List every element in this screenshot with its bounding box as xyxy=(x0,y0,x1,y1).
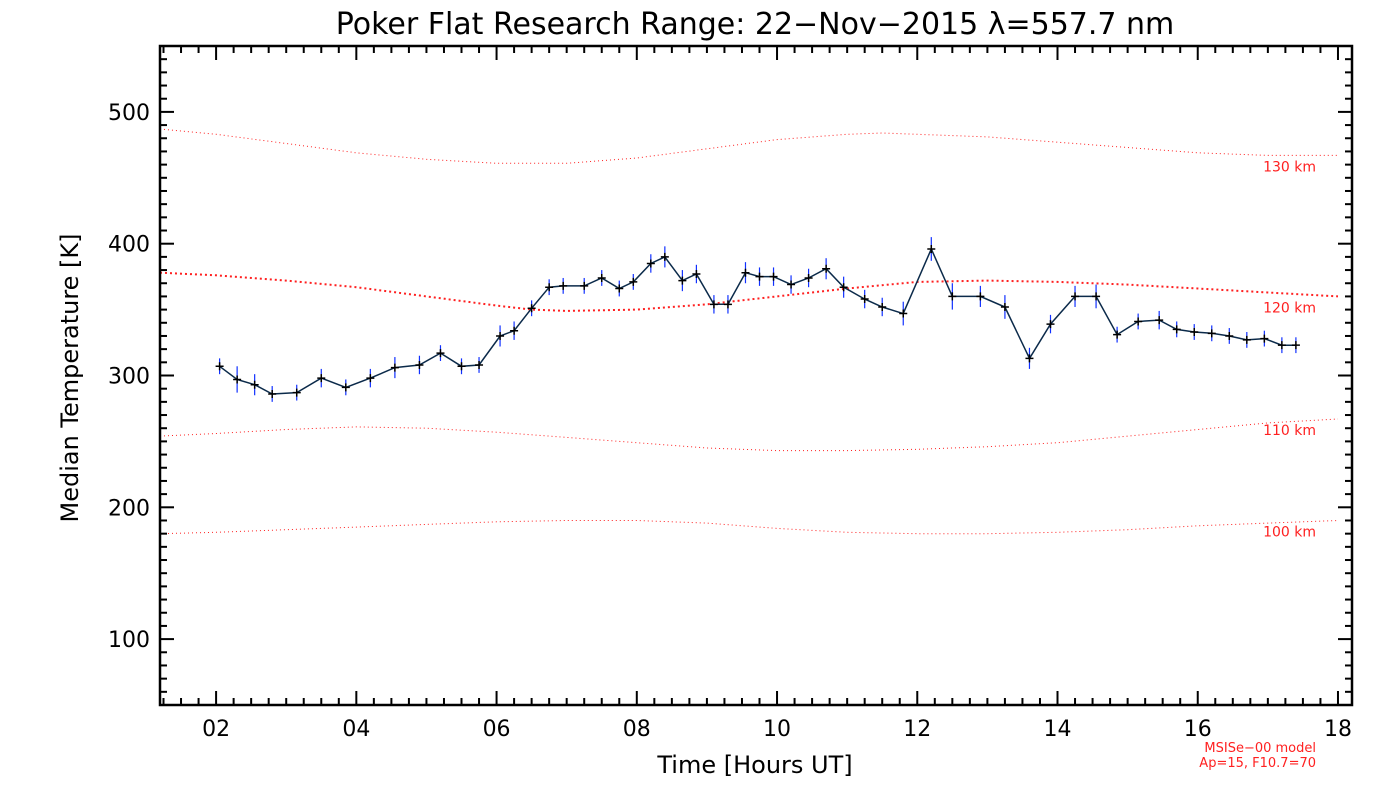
data-point xyxy=(1277,341,1286,350)
data-point xyxy=(1155,316,1164,325)
data-point xyxy=(878,302,887,311)
data-point xyxy=(436,349,445,358)
data-point xyxy=(678,276,687,285)
model-curve-100-km xyxy=(159,520,1339,535)
y-tick-label: 200 xyxy=(108,496,150,521)
model-curve-label: 120 km xyxy=(1263,300,1316,316)
data-point xyxy=(366,374,375,383)
x-tick-label: 02 xyxy=(202,717,230,742)
data-point xyxy=(510,326,519,335)
data-point xyxy=(341,383,350,392)
data-point xyxy=(415,360,424,369)
x-tick-label: 08 xyxy=(623,717,651,742)
data-point xyxy=(927,244,936,253)
model-curve-110-km xyxy=(159,418,1339,452)
data-point xyxy=(769,272,778,281)
data-point xyxy=(741,268,750,277)
data-point xyxy=(615,284,624,293)
y-axis-label: Median Temperature [K] xyxy=(56,233,84,522)
data-point xyxy=(1071,292,1080,301)
data-point xyxy=(1172,325,1181,334)
x-axis-label: Time [Hours UT] xyxy=(656,751,852,779)
data-point xyxy=(1134,317,1143,326)
data-point xyxy=(860,295,869,304)
x-tick-label: 12 xyxy=(903,717,931,742)
y-tick-label: 300 xyxy=(108,365,150,390)
axes: 02 04 06 08 10 12 14 16 18 100 200 300 400 500 xyxy=(108,44,1354,742)
data-point xyxy=(660,252,669,261)
data-point xyxy=(1046,320,1055,329)
data-point xyxy=(268,389,277,398)
data-point xyxy=(597,273,606,282)
y-tick-label: 400 xyxy=(108,233,150,258)
data-point xyxy=(822,264,831,273)
model-name-note: MSISe−00 model xyxy=(1204,741,1316,756)
data-point xyxy=(839,283,848,292)
data-point xyxy=(899,309,908,318)
data-point xyxy=(804,273,813,282)
x-tick-label: 16 xyxy=(1184,717,1212,742)
data-point xyxy=(646,259,655,268)
data-point xyxy=(496,331,505,340)
y-tick-label: 100 xyxy=(108,628,150,653)
model-curves: 130 km 120 km 110 km 100 km xyxy=(159,128,1339,541)
plot-frame xyxy=(158,44,1354,707)
model-curve-label: 130 km xyxy=(1263,159,1316,175)
x-tick-label: 04 xyxy=(342,717,370,742)
data-point xyxy=(976,292,985,301)
data-point xyxy=(215,362,224,371)
data-point xyxy=(233,375,242,384)
x-tick-label: 10 xyxy=(763,717,791,742)
data-point xyxy=(1113,330,1122,339)
y-tick-label: 500 xyxy=(108,101,150,126)
data-point xyxy=(1207,329,1216,338)
model-curve-120-km xyxy=(159,271,1339,312)
data-point xyxy=(580,281,589,290)
data-point xyxy=(250,380,259,389)
data-point xyxy=(475,360,484,369)
data-series xyxy=(215,237,1300,402)
data-point xyxy=(1025,354,1034,363)
model-curve-label: 100 km xyxy=(1263,525,1316,541)
data-point xyxy=(527,304,536,313)
data-point xyxy=(545,283,554,292)
data-point xyxy=(457,362,466,371)
data-point xyxy=(317,374,326,383)
data-point xyxy=(1000,302,1009,311)
data-point xyxy=(559,281,568,290)
x-tick-label: 14 xyxy=(1044,717,1072,742)
data-point xyxy=(948,292,957,301)
data-point xyxy=(1190,328,1199,337)
data-point xyxy=(629,277,638,286)
data-point xyxy=(1291,341,1300,350)
data-point xyxy=(755,272,764,281)
data-point xyxy=(1092,292,1101,301)
data-point xyxy=(692,270,701,279)
model-curve-130-km xyxy=(159,128,1338,164)
data-point xyxy=(1225,331,1234,340)
model-params-note: Ap=15, F10.7=70 xyxy=(1199,756,1316,771)
data-point xyxy=(787,280,796,289)
data-point xyxy=(292,388,301,397)
x-tick-label: 06 xyxy=(483,717,511,742)
data-point xyxy=(390,363,399,372)
x-tick-label: 18 xyxy=(1324,717,1352,742)
data-point xyxy=(709,300,718,309)
data-point xyxy=(1260,334,1269,343)
data-point xyxy=(1242,335,1251,344)
model-curve-label: 110 km xyxy=(1263,423,1316,439)
chart-title: Poker Flat Research Range: 22−Nov−2015 λ… xyxy=(336,7,1175,42)
data-point xyxy=(723,300,732,309)
